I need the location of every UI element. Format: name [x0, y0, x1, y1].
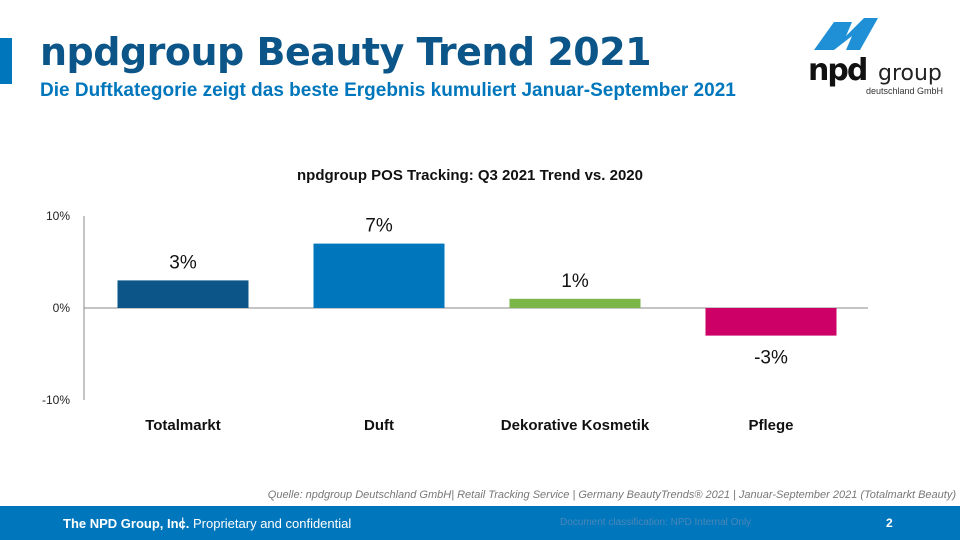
document-classification: Document classification: NPD Internal On…: [560, 517, 752, 528]
title-accent-bar: [0, 38, 12, 84]
footer-separator: |: [181, 515, 185, 530]
confidential-notice: Proprietary and confidential: [193, 516, 352, 531]
page-number: 2: [886, 516, 893, 530]
page-subtitle: Die Duftkategorie zeigt das beste Ergebn…: [40, 80, 736, 101]
bar-totalmarkt: [117, 280, 249, 308]
company-name: The NPD Group, Inc.: [63, 516, 190, 531]
data-label: 3%: [169, 252, 197, 273]
svg-text:group: group: [878, 61, 942, 86]
bar-duft: [313, 243, 445, 308]
data-label: 7%: [365, 216, 393, 237]
svg-text:npd: npd: [808, 53, 866, 88]
y-tick-label: 10%: [46, 209, 70, 223]
category-label: Pflege: [748, 417, 793, 434]
y-tick-label: -10%: [42, 393, 70, 407]
bar-pflege: [705, 308, 837, 336]
npd-logo: npd group deutschland GmbH: [808, 18, 943, 96]
source-note: Quelle: npdgroup Deutschland GmbH| Retai…: [267, 489, 956, 501]
y-tick-label: 0%: [53, 301, 71, 315]
bar-dekorative-kosmetik: [509, 298, 641, 308]
category-label: Totalmarkt: [145, 417, 221, 434]
data-label: -3%: [754, 348, 788, 369]
footer-bar: The NPD Group, Inc. | Proprietary and co…: [0, 506, 960, 540]
category-label: Dekorative Kosmetik: [501, 417, 650, 434]
bar-chart: 10% 0% -10% 3% Totalmarkt 7% Duft 1% Dekorative …: [42, 209, 868, 434]
page-title: npdgroup Beauty Trend 2021: [40, 30, 652, 74]
category-label: Duft: [364, 417, 394, 434]
svg-text:deutschland GmbH: deutschland GmbH: [866, 86, 943, 96]
data-label: 1%: [561, 271, 589, 292]
chart-title: npdgroup POS Tracking: Q3 2021 Trend vs.…: [297, 167, 643, 184]
